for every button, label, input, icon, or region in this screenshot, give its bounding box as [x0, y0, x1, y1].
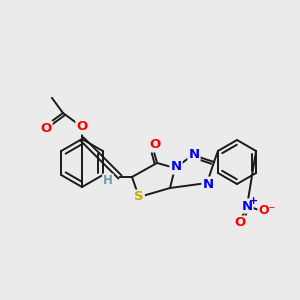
Text: O: O: [234, 217, 246, 230]
Text: O: O: [76, 121, 88, 134]
Text: N: N: [202, 178, 214, 190]
Text: O⁻: O⁻: [258, 203, 276, 217]
Text: O: O: [40, 122, 52, 134]
Text: +: +: [249, 196, 259, 206]
Text: H: H: [103, 175, 113, 188]
Text: O: O: [149, 139, 161, 152]
Text: S: S: [134, 190, 144, 203]
Text: N: N: [188, 148, 200, 160]
Text: N: N: [242, 200, 253, 212]
Text: N: N: [170, 160, 182, 173]
